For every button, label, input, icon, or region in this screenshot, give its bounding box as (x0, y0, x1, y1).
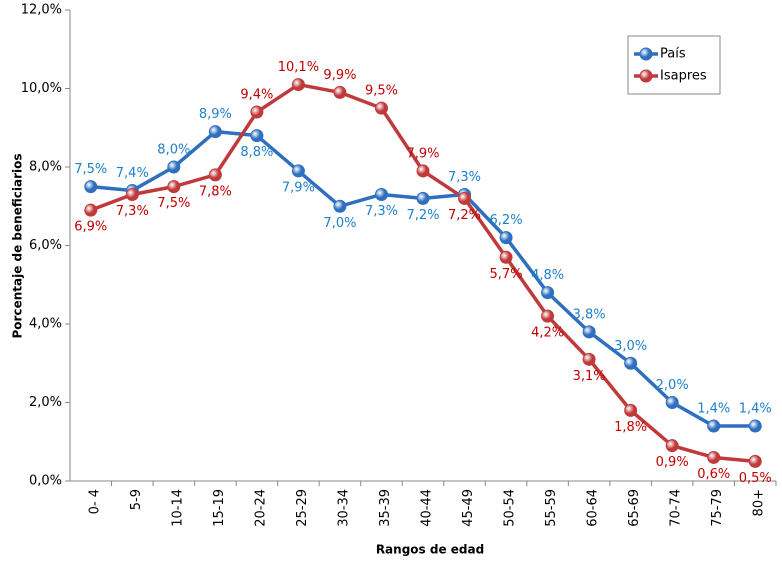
data-point (499, 231, 513, 245)
data-label: 7,3% (116, 204, 149, 219)
data-point (624, 356, 638, 370)
x-tick-label: 30-34 (336, 489, 351, 527)
y-tick-label: 12,0% (21, 3, 62, 18)
data-point (665, 439, 679, 453)
x-tick-label: 10-14 (170, 489, 185, 527)
legend-box (627, 35, 721, 95)
data-point (458, 191, 472, 205)
y-tick-label: 2,0% (29, 395, 62, 410)
data-point (748, 419, 762, 433)
data-label: 8,9% (199, 107, 232, 122)
data-label: 5,7% (490, 267, 523, 282)
data-label: 3,1% (573, 369, 606, 384)
y-tick-label: 8,0% (29, 160, 62, 175)
data-label: 3,8% (573, 307, 606, 322)
data-label: 4,8% (531, 268, 564, 283)
x-tick-label: 15-19 (212, 489, 227, 527)
x-tick-label: 80+ (752, 489, 767, 516)
data-point (333, 85, 347, 99)
x-tick-label: 70-74 (669, 489, 684, 527)
data-label: 7,2% (406, 208, 439, 223)
data-label: 7,3% (365, 204, 398, 219)
data-label: 6,2% (490, 213, 523, 228)
data-label: 7,9% (282, 180, 315, 195)
data-label: 9,4% (240, 88, 273, 103)
x-tick-label: 40-44 (420, 489, 435, 527)
x-tick-label: 45-49 (461, 489, 476, 527)
x-tick-label: 5-9 (129, 489, 144, 510)
data-point (541, 309, 555, 323)
data-point (250, 129, 264, 143)
x-tick-label: 35-39 (378, 489, 393, 527)
data-label: 7,4% (116, 166, 149, 181)
x-tick-label: 75-79 (710, 489, 725, 527)
legend-marker (639, 69, 653, 83)
data-label: 8,8% (240, 145, 273, 160)
x-axis-title: Rangos de edad (376, 543, 484, 557)
data-point (374, 101, 388, 115)
data-label: 7,5% (74, 162, 107, 177)
data-point (250, 105, 264, 119)
x-tick-label: 20-24 (253, 489, 268, 527)
data-label: 7,9% (406, 146, 439, 161)
data-point (291, 164, 305, 178)
x-tick-label: 50-54 (503, 489, 518, 527)
data-label: 8,0% (157, 143, 190, 158)
data-point (208, 168, 222, 182)
legend-marker (639, 47, 653, 61)
data-point (333, 199, 347, 213)
data-label: 1,4% (739, 402, 772, 417)
data-label: 9,9% (323, 68, 356, 83)
data-point (84, 203, 98, 217)
legend-label: Isapres (660, 69, 707, 84)
data-label: 9,5% (365, 84, 398, 99)
data-label: 7,5% (157, 196, 190, 211)
data-label: 1,4% (697, 402, 730, 417)
data-point (624, 403, 638, 417)
data-point (125, 187, 139, 201)
data-point (707, 419, 721, 433)
data-label: 2,0% (656, 378, 689, 393)
data-point (499, 250, 513, 264)
data-point (541, 286, 555, 300)
y-tick-label: 6,0% (29, 238, 62, 253)
data-point (748, 454, 762, 468)
y-axis-title: Porcentaje de beneficiarios (11, 154, 25, 339)
y-tick-label: 10,0% (21, 81, 62, 96)
data-label: 7,0% (323, 216, 356, 231)
data-label: 1,8% (614, 420, 647, 435)
x-tick-label: 25-29 (295, 489, 310, 527)
data-point (582, 325, 596, 339)
x-tick-label: 65-69 (627, 489, 642, 527)
x-tick-label: 60-64 (586, 489, 601, 527)
x-tick-label: 0- 4 (87, 489, 102, 514)
y-tick-label: 0,0% (29, 474, 62, 489)
data-label: 7,8% (199, 184, 232, 199)
data-label: 0,5% (739, 471, 772, 486)
series-line (90, 82, 756, 464)
data-label: 0,6% (697, 467, 730, 482)
x-tick-label: 55-59 (544, 489, 559, 527)
data-label: 10,1% (278, 60, 319, 75)
data-label: 7,2% (448, 208, 481, 223)
data-label: 6,9% (74, 220, 107, 235)
data-point (416, 191, 430, 205)
y-tick-label: 4,0% (29, 317, 62, 332)
data-point (291, 78, 305, 92)
data-point (582, 352, 596, 366)
data-point (665, 396, 679, 409)
data-point (167, 180, 181, 194)
data-point (84, 180, 98, 194)
data-point (707, 450, 721, 464)
data-label: 0,9% (656, 455, 689, 470)
data-label: 7,3% (448, 170, 481, 185)
data-point (374, 187, 388, 201)
data-label: 3,0% (614, 339, 647, 354)
data-label: 4,2% (531, 326, 564, 341)
legend-label: País (660, 47, 686, 62)
data-point (167, 160, 181, 174)
data-point (208, 125, 222, 139)
data-point (416, 164, 430, 178)
